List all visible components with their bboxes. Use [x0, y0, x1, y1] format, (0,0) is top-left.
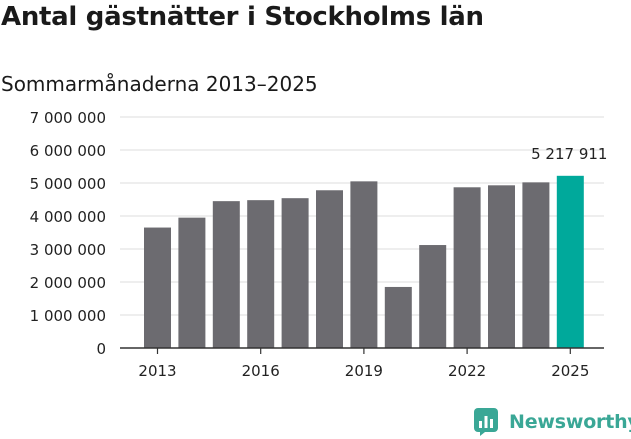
x-tick-label: 2016 — [242, 362, 280, 380]
y-tick-label: 4 000 000 — [30, 208, 106, 226]
bar-2015 — [212, 201, 240, 348]
x-tick-label: 2019 — [345, 362, 383, 380]
y-tick-label: 5 000 000 — [30, 175, 106, 193]
bar-2022 — [453, 187, 481, 348]
bar-2014 — [178, 217, 206, 348]
x-tick-label: 2025 — [551, 362, 589, 380]
bar-2018 — [316, 190, 343, 348]
bar-2017 — [281, 198, 309, 348]
chart-title: Antal gästnätter i Stockholms län — [1, 2, 484, 32]
bar-2019 — [350, 181, 378, 348]
y-tick-label: 7 000 000 — [30, 109, 106, 127]
x-tick-label: 2022 — [448, 362, 486, 380]
bar-chart-icon — [474, 408, 498, 436]
bar-2013 — [144, 227, 171, 348]
y-tick-label: 2 000 000 — [30, 274, 106, 292]
bar-2016 — [247, 200, 275, 348]
brand-name: Newsworthy — [509, 411, 631, 433]
highlight-data-label: 5 217 911 — [531, 145, 607, 163]
y-tick-label: 0 — [96, 340, 106, 358]
y-tick-label: 3 000 000 — [30, 241, 106, 259]
newsworthy-logo: Newsworthy — [474, 406, 631, 438]
chart-subtitle: Sommarmånaderna 2013–2025 — [1, 72, 318, 96]
bar-2023 — [488, 185, 515, 348]
x-tick-label: 2013 — [138, 362, 176, 380]
bar-2021 — [419, 245, 447, 348]
y-tick-label: 1 000 000 — [30, 307, 106, 325]
bar-2025 — [556, 175, 584, 348]
bar-2020 — [384, 286, 412, 348]
bar-2024 — [522, 182, 550, 348]
y-tick-label: 6 000 000 — [30, 142, 106, 160]
